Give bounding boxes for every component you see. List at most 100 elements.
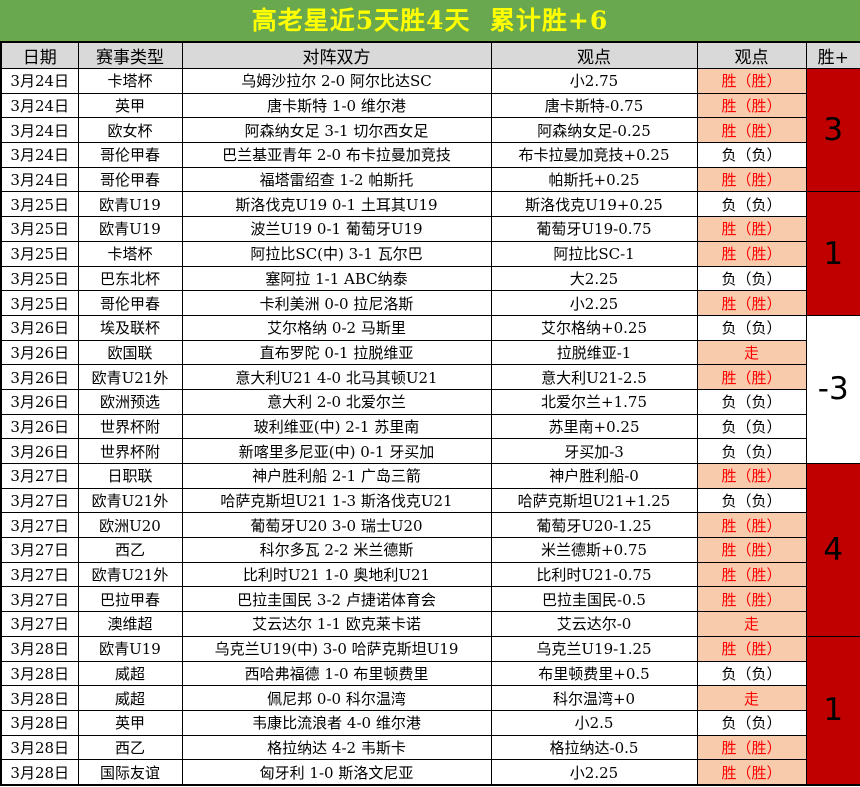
result-cell: 负（负） [696,709,807,736]
table-row: 3月25日 欧青U19 斯洛伐克U19 0-1 土耳其U19 斯洛伐克U19+0.25… [0,191,860,316]
league-cell: 巴东北杯 [77,265,183,292]
pick-cell: 小2.25 [490,290,698,316]
table-row: 3月25日 哥伦甲春 卡利美洲 0-0 拉尼洛斯 小2.25 胜（胜） [0,290,860,316]
result-cell: 负（负） [696,413,807,440]
league-cell: 欧国联 [77,339,183,366]
result-cell: 负（负） [696,142,807,168]
date-cell: 3月28日 [0,759,79,786]
date-cell: 3月24日 [0,142,79,168]
pick-cell: 格拉纳达-0.5 [490,734,698,761]
match-cell: 阿拉比SC(中) 3-1 瓦尔巴 [181,240,492,267]
match-cell: 葡萄牙U20 3-0 瑞士U20 [181,512,492,539]
table-header-row: 日期 赛事类型 对阵双方 观点 观点 胜+ [0,41,860,69]
league-cell: 英甲 [77,92,183,119]
league-cell: 欧青U19 [77,191,183,218]
match-cell: 福塔雷绍查 1-2 帕斯托 [181,166,492,193]
pick-cell: 布里顿费里+0.5 [490,660,698,687]
date-cell: 3月28日 [0,635,79,662]
result-cell: 胜（胜） [696,117,807,144]
table-row: 3月28日 欧青U19 乌克兰U19(中) 3-0 哈萨克斯坦U19 乌克兰U19-1… [0,635,860,786]
result-cell: 负（负） [696,660,807,687]
table-row: 3月27日 欧洲U20 葡萄牙U20 3-0 瑞士U20 葡萄牙U20-1.25 胜（胜… [0,512,860,539]
date-cell: 3月27日 [0,487,79,514]
date-cell: 3月28日 [0,685,79,711]
league-cell: 欧青U21外 [77,487,183,514]
match-cell: 波兰U19 0-1 葡萄牙U19 [181,216,492,242]
table-row: 3月24日 英甲 唐卡斯特 1-0 维尔港 唐卡斯特-0.75 胜（胜） [0,92,860,119]
result-cell: 胜（胜） [696,240,807,267]
win-total-cell: 1 [805,635,860,786]
league-cell: 日职联 [77,463,183,489]
match-cell: 匈牙利 1-0 斯洛文尼亚 [181,759,492,786]
date-cell: 3月25日 [0,240,79,267]
pick-cell: 小2.75 [490,68,698,94]
date-cell: 3月26日 [0,413,79,440]
table-row: 3月26日 埃及联杯 艾尔格纳 0-2 马斯里 艾尔格纳+0.25 负（负） -3 [0,314,860,465]
result-cell: 胜（胜） [696,68,807,94]
league-cell: 欧青U21外 [77,364,183,390]
result-cell: 胜（胜） [696,216,807,242]
match-cell: 艾尔格纳 0-2 马斯里 [181,314,492,341]
pick-cell: 巴拉圭国民-0.5 [490,586,698,613]
result-cell: 胜（胜） [696,635,807,662]
result-cell: 负（负） [696,388,807,415]
table-row: 3月24日 哥伦甲春 福塔雷绍查 1-2 帕斯托 帕斯托+0.25 胜（胜） [0,166,860,193]
match-cell: 格拉纳达 4-2 韦斯卡 [181,734,492,761]
table-row: 3月27日 澳维超 艾云达尔 1-1 欧克莱卡诺 艾云达尔-0 走 [0,611,860,637]
match-cell: 神户胜利船 2-1 广岛三箭 [181,463,492,489]
date-cell: 3月27日 [0,512,79,539]
pick-cell: 帕斯托+0.25 [490,166,698,193]
column-header-pick: 观点 [490,41,698,69]
date-cell: 3月27日 [0,561,79,588]
league-cell: 欧青U19 [77,216,183,242]
match-cell: 西哈弗福德 1-0 布里顿费里 [181,660,492,687]
match-cell: 新喀里多尼亚(中) 0-1 牙买加 [181,438,492,464]
league-cell: 西乙 [77,734,183,761]
date-cell: 3月28日 [0,660,79,687]
pick-cell: 小2.25 [490,759,698,786]
league-cell: 埃及联杯 [77,314,183,341]
table-row: 3月25日 巴东北杯 塞阿拉 1-1 ABC纳泰 大2.25 负（负） [0,265,860,292]
result-cell: 负（负） [696,487,807,514]
pick-cell: 葡萄牙U20-1.25 [490,512,698,539]
league-cell: 威超 [77,660,183,687]
pick-cell: 比利时U21-0.75 [490,561,698,588]
date-cell: 3月24日 [0,117,79,144]
league-cell: 哥伦甲春 [77,142,183,168]
match-cell: 唐卡斯特 1-0 维尔港 [181,92,492,119]
table-row: 3月27日 欧青U21外 哈萨克斯坦U21 1-3 斯洛伐克U21 哈萨克斯坦U21+… [0,487,860,514]
match-cell: 斯洛伐克U19 0-1 土耳其U19 [181,191,492,218]
match-cell: 意大利U21 4-0 北马其顿U21 [181,364,492,390]
league-cell: 威超 [77,685,183,711]
win-total-cell: 1 [805,191,860,316]
result-cell: 走 [696,339,807,366]
league-cell: 卡塔杯 [77,240,183,267]
result-cell: 胜（胜） [696,537,807,563]
result-cell: 负（负） [696,191,807,218]
table-row: 3月27日 欧青U21外 比利时U21 1-0 奥地利U21 比利时U21-0.75 胜… [0,561,860,588]
match-cell: 直布罗陀 0-1 拉脱维亚 [181,339,492,366]
league-cell: 世界杯附 [77,438,183,464]
pick-cell: 拉脱维亚-1 [490,339,698,366]
pick-cell: 哈萨克斯坦U21+1.25 [490,487,698,514]
table-row: 3月27日 西乙 科尔多瓦 2-2 米兰德斯 米兰德斯+0.75 胜（胜） [0,537,860,563]
date-cell: 3月27日 [0,537,79,563]
date-cell: 3月25日 [0,265,79,292]
date-cell: 3月24日 [0,92,79,119]
date-cell: 3月27日 [0,586,79,613]
date-cell: 3月26日 [0,364,79,390]
match-cell: 乌姆沙拉尔 2-0 阿尔比达SC [181,68,492,94]
league-cell: 欧女杯 [77,117,183,144]
league-cell: 卡塔杯 [77,68,183,94]
pick-cell: 北爱尔兰+1.75 [490,388,698,415]
result-cell: 负（负） [696,265,807,292]
pick-cell: 苏里南+0.25 [490,413,698,440]
match-cell: 佩尼邦 0-0 科尔温湾 [181,685,492,711]
date-cell: 3月28日 [0,734,79,761]
result-cell: 负（负） [696,438,807,464]
column-header-league: 赛事类型 [77,41,183,69]
table-row: 3月28日 威超 西哈弗福德 1-0 布里顿费里 布里顿费里+0.5 负（负） [0,660,860,687]
table-row: 3月24日 欧女杯 阿森纳女足 3-1 切尔西女足 阿森纳女足-0.25 胜（胜） [0,117,860,144]
date-cell: 3月27日 [0,463,79,489]
table-row: 3月28日 英甲 韦康比流浪者 4-0 维尔港 小2.5 负（负） [0,709,860,736]
